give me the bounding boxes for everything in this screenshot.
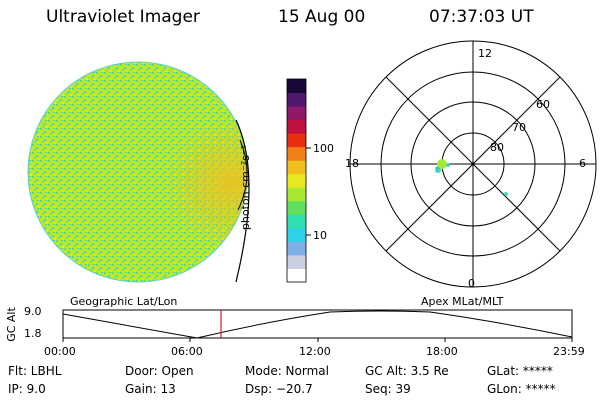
timeline-ytick-9: 9.0: [24, 305, 42, 318]
aurora-spot: [435, 166, 439, 170]
colorbar-stripe: [287, 241, 306, 256]
timeline-xtick-0600: 06:00: [171, 345, 203, 358]
timeline-xtick-2359: 23:59: [553, 345, 585, 358]
lat-label-80: 80: [490, 141, 504, 154]
altitude-curve: [62, 310, 573, 339]
info-glat: GLat: *****: [487, 364, 553, 378]
mlt-label-6: 6: [579, 157, 586, 170]
colorbar-stripe: [287, 214, 306, 229]
info-seq: Seq: 39: [365, 382, 411, 396]
colorbar-stripe: [287, 160, 306, 175]
info-flt: Flt: LBHL: [8, 364, 62, 378]
timeline-ytick-1.8: 1.8: [24, 327, 42, 340]
colorbar-tick-label-10: 10: [313, 229, 327, 242]
time-label: 07:37:03 UT: [429, 7, 534, 27]
info-glon: GLon: *****: [487, 382, 556, 396]
timeline-xtick-0000: 00:00: [44, 345, 76, 358]
colorbar-stripe: [287, 200, 306, 215]
aurora-spot: [446, 163, 450, 167]
timeline-left-title: Geographic Lat/Lon: [70, 295, 178, 308]
colorbar-stripe: [287, 268, 306, 283]
aurora-spot: [504, 192, 508, 196]
timeline-xtick-1200: 12:00: [299, 345, 331, 358]
colorbar-stripe: [287, 79, 306, 94]
colorbar-stripe: [287, 254, 306, 269]
mlt-label-0: 0: [468, 277, 475, 290]
info-mode: Mode: Normal: [245, 364, 329, 378]
colorbar-tick-label-100: 100: [313, 142, 334, 155]
info-gcalt: GC Alt: 3.5 Re: [365, 364, 449, 378]
lat-label-70: 70: [512, 121, 526, 134]
colorbar-stripe: [287, 173, 306, 188]
colorbar-stripe: [287, 119, 306, 134]
timeline-right-title: Apex MLat/MLT: [421, 295, 504, 308]
lat-label-60: 60: [536, 98, 550, 111]
colorbar-stripe: [287, 227, 306, 242]
colorbar-stripe: [287, 146, 306, 161]
info-gain: Gain: 13: [125, 382, 176, 396]
terminator-line: [235, 119, 250, 283]
instrument-title: Ultraviolet Imager: [46, 7, 200, 27]
colorbar-stripe: [287, 92, 306, 107]
info-door: Door: Open: [125, 364, 194, 378]
mlt-line-diag2: [385, 76, 561, 252]
colorbar-stripe: [287, 187, 306, 202]
aurora-spot: [437, 159, 447, 169]
date-label: 15 Aug 00: [278, 7, 366, 27]
terminator-line-2: [237, 139, 248, 211]
colorbar-stripe: [287, 133, 306, 148]
colorbar-stripe: [287, 106, 306, 121]
info-dsp: Dsp: −20.7: [245, 382, 313, 396]
info-ip: IP: 9.0: [8, 382, 46, 396]
mlt-label-18: 18: [345, 157, 359, 170]
timeline-xtick-1800: 18:00: [426, 345, 458, 358]
limb-brightening: [28, 62, 248, 282]
mlt-label-12: 12: [478, 47, 492, 60]
